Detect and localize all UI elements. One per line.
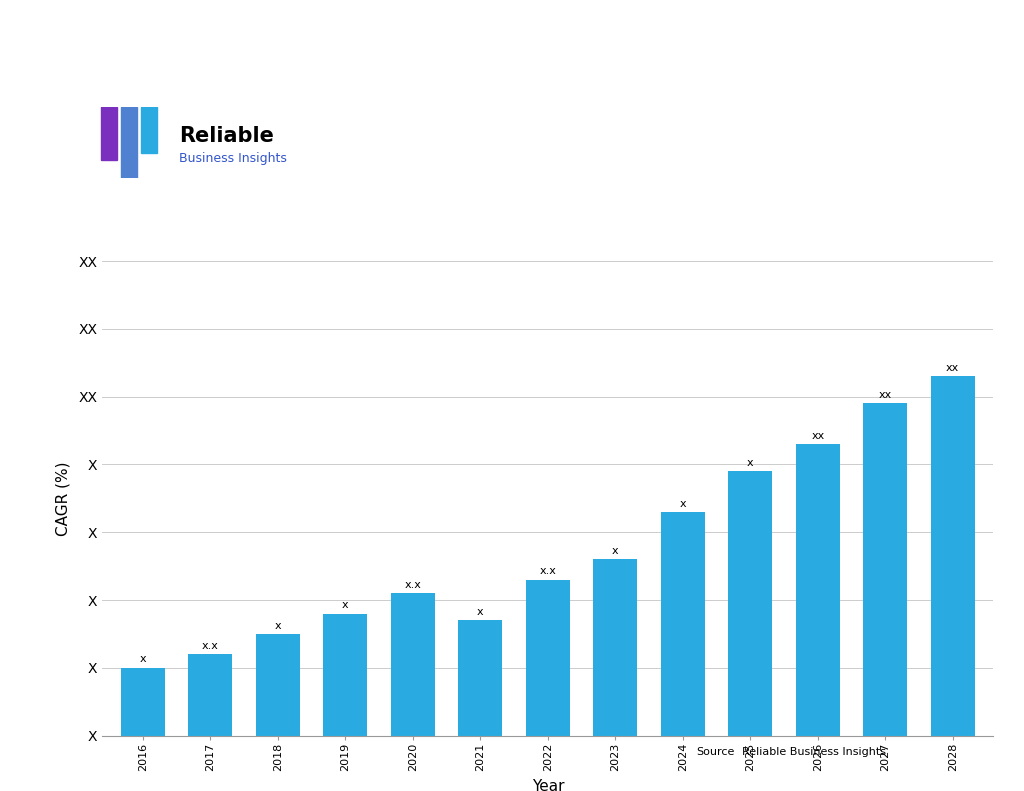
Bar	[121, 668, 165, 736]
Bar	[863, 403, 907, 736]
Text: x: x	[612, 546, 618, 556]
Text: Source: Source	[696, 747, 734, 758]
Y-axis label: CAGR (%): CAGR (%)	[55, 461, 71, 536]
Bar	[459, 620, 503, 736]
Text: x: x	[680, 498, 686, 509]
Bar	[593, 559, 637, 736]
Bar	[391, 593, 435, 736]
Text: xx: xx	[811, 431, 824, 441]
Bar	[141, 107, 157, 153]
Bar	[728, 471, 772, 736]
Text: Reliable Business Insights: Reliable Business Insights	[742, 747, 887, 758]
Text: xx: xx	[946, 363, 959, 373]
Text: Reliable: Reliable	[179, 126, 274, 146]
Bar	[526, 580, 569, 736]
Text: x.x: x.x	[404, 580, 421, 590]
Bar	[100, 107, 117, 160]
Text: x.x: x.x	[540, 566, 556, 577]
Bar	[188, 654, 232, 736]
Bar	[324, 614, 368, 736]
Text: x: x	[274, 621, 282, 630]
Text: x: x	[139, 654, 146, 664]
Bar	[121, 107, 137, 178]
Bar	[931, 377, 975, 736]
Bar	[256, 634, 300, 736]
Text: x: x	[746, 458, 754, 467]
Text: Business Insights: Business Insights	[179, 152, 287, 165]
Text: x: x	[342, 600, 349, 610]
Text: x: x	[477, 607, 483, 617]
X-axis label: Year: Year	[531, 779, 564, 791]
Bar	[660, 512, 705, 736]
Text: x.x: x.x	[202, 641, 219, 651]
Text: xx: xx	[879, 390, 892, 400]
Bar	[796, 444, 840, 736]
